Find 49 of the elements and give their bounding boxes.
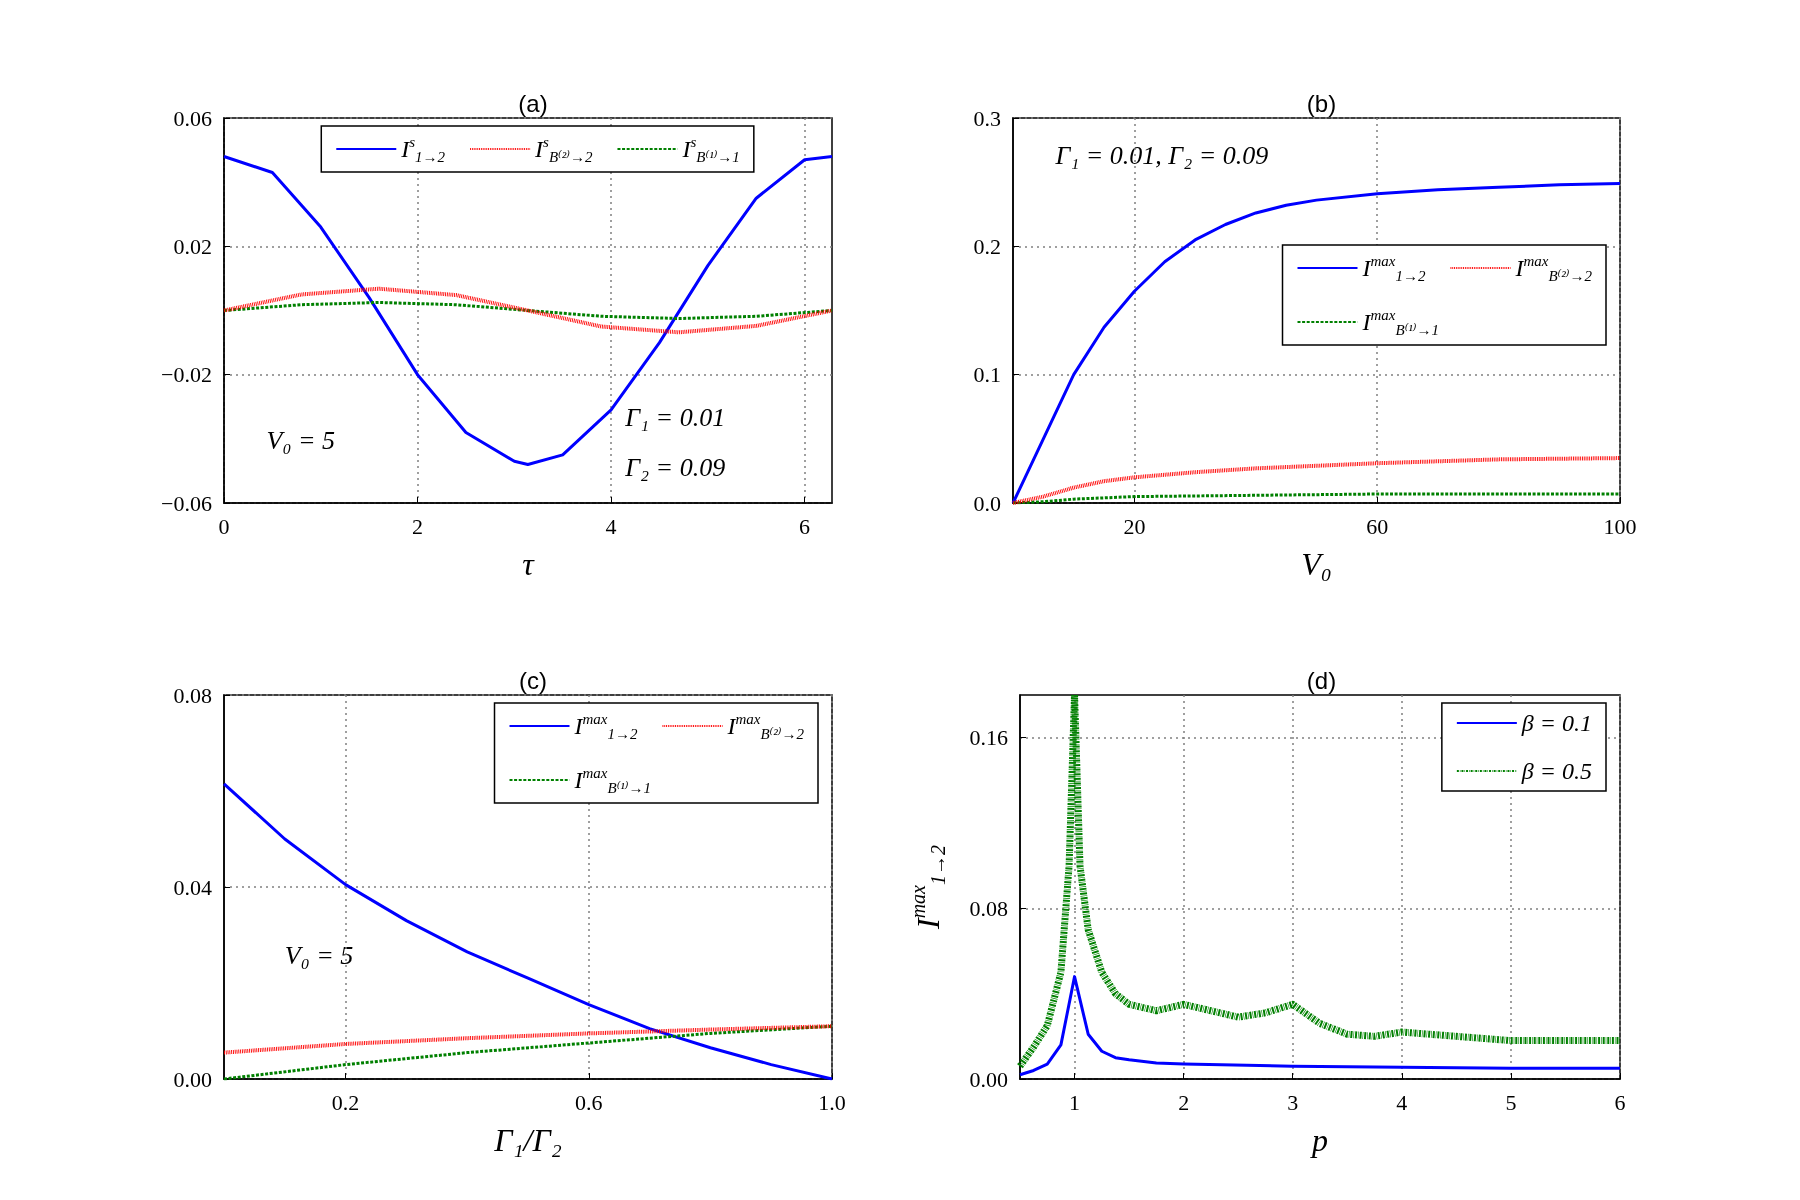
annotation: Γ₂ = 0.09	[624, 452, 726, 482]
y-tick-label: 0.02	[173, 233, 212, 259]
y-axis-title: Imax1→2	[907, 845, 949, 930]
y-tick-label: −0.02	[161, 362, 212, 388]
chart-title: (b)	[1306, 89, 1337, 117]
annotation: V₀ = 5	[284, 940, 354, 970]
x-tick-label: 6	[799, 513, 811, 539]
y-tick-label: −0.06	[161, 490, 212, 516]
x-axis-title: p	[1310, 1122, 1328, 1158]
y-tick-label: 0.08	[173, 682, 212, 708]
x-tick-label: 0.2	[331, 1089, 360, 1115]
x-tick-label: 0.6	[575, 1089, 603, 1115]
y-tick-label: 0.04	[173, 874, 212, 900]
x-tick-label: 2	[412, 513, 424, 539]
line-series	[222, 300, 834, 321]
chart-title: (c)	[519, 666, 547, 694]
annotation: Γ₁ = 0.01	[624, 402, 726, 432]
annotation: V₀ = 5	[266, 425, 336, 455]
y-tick-label: 0.08	[969, 895, 1008, 921]
x-axis-title: τ	[522, 546, 536, 582]
chart-title: (a)	[518, 89, 548, 117]
annotation: Γ₁ = 0.01, Γ₂ = 0.09	[1054, 141, 1269, 170]
line-series	[222, 1024, 834, 1055]
x-tick-label: 5	[1505, 1089, 1517, 1115]
chart-title: (d)	[1306, 666, 1337, 694]
y-tick-label: 0.16	[969, 725, 1008, 751]
x-tick-label: 2	[1178, 1089, 1190, 1115]
y-tick-label: 0.3	[973, 105, 1001, 131]
x-axis-title: Γ₁/Γ₂	[493, 1122, 562, 1158]
y-tick-label: 0.00	[173, 1066, 212, 1092]
legend-label: β = 0.1	[1520, 710, 1593, 736]
y-tick-label: 0.06	[173, 105, 212, 131]
x-tick-label: 6	[1614, 1089, 1626, 1115]
y-tick-label: 0.2	[973, 233, 1001, 259]
x-axis-title: V₀	[1301, 546, 1332, 582]
line-series	[222, 286, 834, 335]
x-tick-label: 0	[218, 513, 230, 539]
x-tick-label: 60	[1366, 513, 1389, 539]
y-tick-label: 0.1	[973, 362, 1001, 388]
x-tick-label: 100	[1603, 513, 1637, 539]
x-tick-label: 4	[605, 513, 617, 539]
y-tick-label: 0.0	[973, 490, 1001, 516]
x-tick-label: 1	[1069, 1089, 1081, 1115]
x-tick-label: 20	[1123, 513, 1146, 539]
legend-label: β = 0.5	[1520, 758, 1593, 784]
x-tick-label: 1.0	[818, 1089, 846, 1115]
x-tick-label: 4	[1396, 1089, 1408, 1115]
x-tick-label: 3	[1287, 1089, 1299, 1115]
y-tick-label: 0.00	[969, 1066, 1008, 1092]
